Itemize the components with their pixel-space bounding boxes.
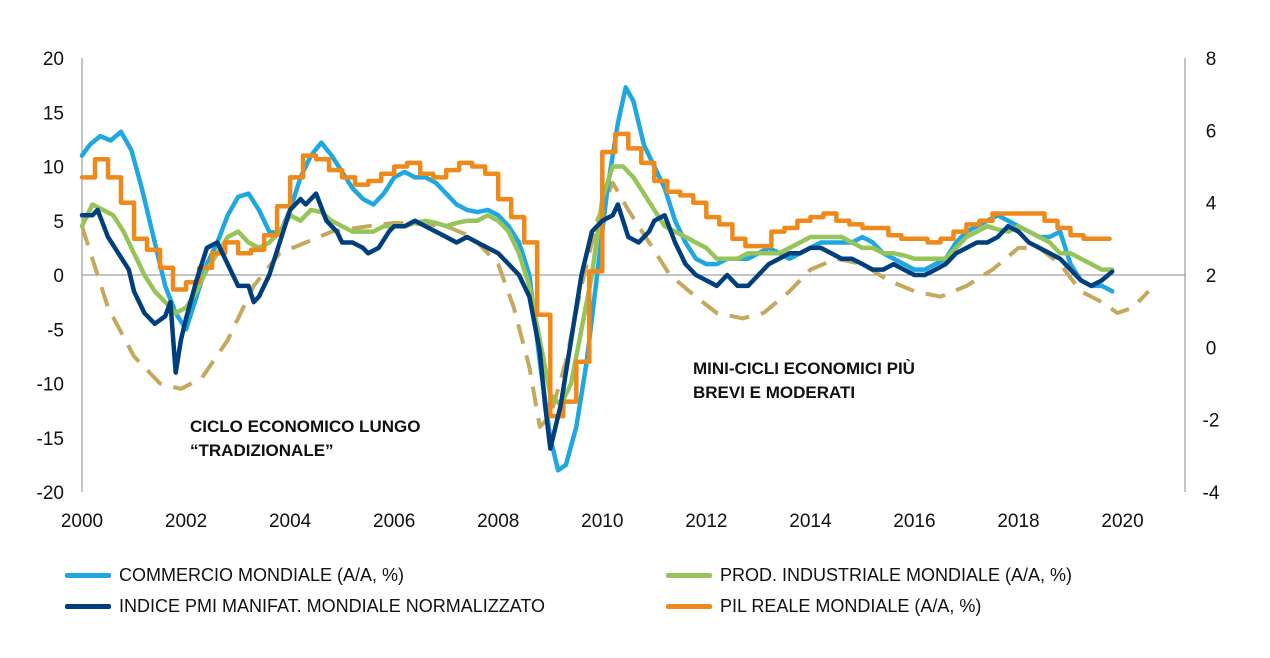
y-left-tick-label: 20 — [43, 49, 64, 70]
legend-item-pmi: INDICE PMI MANIFAT. MONDIALE NORMALIZZAT… — [65, 596, 545, 617]
y-right-tick-label: 6 — [1206, 121, 1217, 142]
legend-label-pmi: INDICE PMI MANIFAT. MONDIALE NORMALIZZAT… — [119, 596, 546, 616]
legend-item-commercio: COMMERCIO MONDIALE (A/A, %) — [65, 565, 404, 586]
legend-swatch-commercio — [65, 573, 111, 578]
x-tick-label: 2018 — [997, 511, 1039, 532]
series-line-3 — [79, 131, 1112, 419]
x-tick-label: 2020 — [1101, 511, 1143, 532]
x-tick-label: 2012 — [685, 511, 727, 532]
legend-label-commercio: COMMERCIO MONDIALE (A/A, %) — [119, 565, 405, 585]
y-left-tick-label: 0 — [53, 266, 64, 287]
y-left-tick-label: -10 — [37, 375, 64, 396]
x-tick-label: 2006 — [373, 511, 415, 532]
annotation-line: “TRADIZIONALE” — [190, 441, 334, 460]
x-tick-label: 2010 — [581, 511, 623, 532]
annotation-line: CICLO ECONOMICO LUNGO — [190, 417, 420, 436]
y-left-tick-label: -15 — [37, 429, 64, 450]
legend-label-pil: PIL REALE MONDIALE (A/A, %) — [720, 596, 982, 616]
x-tick-label: 2002 — [165, 511, 207, 532]
series-line-4 — [80, 180, 1151, 429]
legend-item-pil: PIL REALE MONDIALE (A/A, %) — [666, 596, 981, 617]
x-tick-label: 2016 — [893, 511, 935, 532]
y-right-tick-label: 2 — [1206, 266, 1217, 287]
y-right-tick-label: -4 — [1203, 483, 1220, 504]
x-tick-label: 2014 — [789, 511, 832, 532]
y-left-tick-label: 10 — [43, 158, 64, 179]
series-line-1 — [79, 164, 1115, 408]
series-line-2 — [79, 191, 1115, 451]
y-right-tick-label: -2 — [1203, 411, 1220, 432]
x-tick-label: 2004 — [269, 511, 312, 532]
y-left-tick-label: 15 — [43, 103, 64, 124]
x-tick-label: 2008 — [477, 511, 519, 532]
legend-swatch-prod-industriale — [666, 573, 712, 578]
annotations: CICLO ECONOMICO LUNGO “TRADIZIONALE” MINI-… — [190, 359, 915, 460]
x-tick-label: 2000 — [61, 511, 103, 532]
axes — [81, 58, 1186, 492]
y-left-tick-label: -20 — [37, 483, 64, 504]
annotation-line: BREVI E MODERATI — [693, 383, 855, 402]
series-line-0 — [79, 85, 1115, 473]
y-right-tick-label: 4 — [1206, 194, 1217, 215]
y-left-tick-label: -5 — [47, 320, 64, 341]
legend-item-prod-industriale: PROD. INDUSTRIALE MONDIALE (A/A, %) — [666, 565, 1072, 586]
legend-label-prod-industriale: PROD. INDUSTRIALE MONDIALE (A/A, %) — [720, 565, 1073, 585]
annotation-line: MINI-CICLI ECONOMICI PIÙ — [693, 359, 915, 378]
legend-swatch-pil — [666, 604, 712, 609]
series-layer — [79, 85, 1151, 473]
y-right-tick-label: 8 — [1206, 49, 1217, 70]
y-left-tick-label: 5 — [53, 212, 64, 233]
legend-swatch-pmi — [65, 604, 111, 609]
y-right-tick-label: 0 — [1206, 338, 1217, 359]
